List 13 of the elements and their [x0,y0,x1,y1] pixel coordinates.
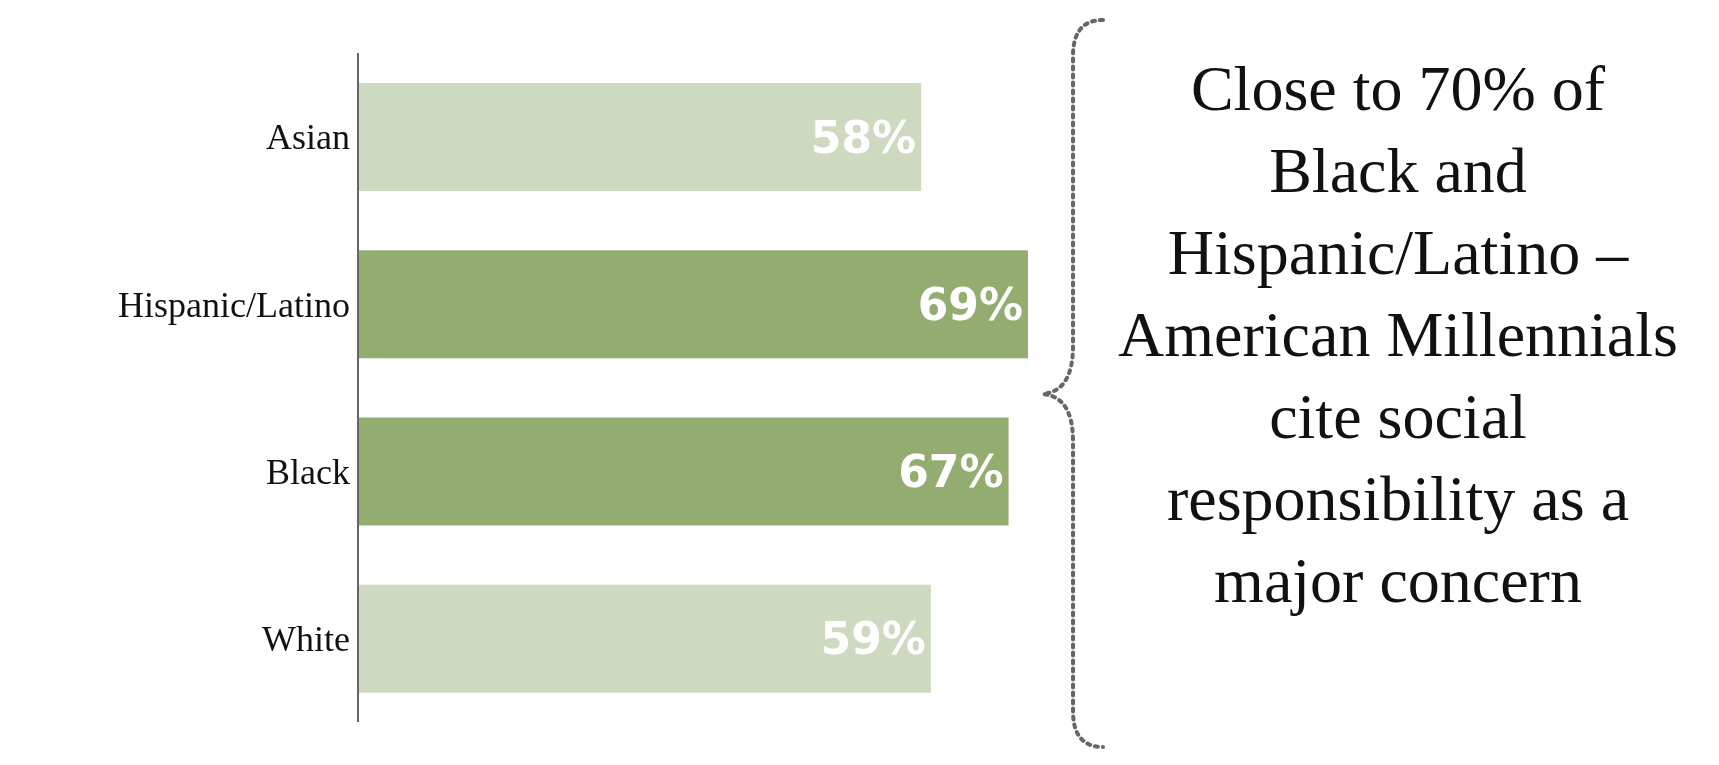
text: Close to 70% of Black and Hispanic/Latino –American Millennials cite social responsibility as a major concern [1118,52,1678,618]
y-tick-label: Black [266,451,350,492]
data-label: 59% [820,613,926,665]
data-label: 67% [898,446,1004,498]
y-tick-label: White [262,619,350,660]
y-tick-label: Asian [266,117,350,158]
bar [358,250,1028,359]
bar [358,83,922,191]
bar [358,417,1009,526]
data-label: 69% [917,278,1023,330]
data-label: 58% [810,111,917,163]
y-tick-label: Hispanic/Latino [118,284,350,325]
bar [358,584,931,693]
